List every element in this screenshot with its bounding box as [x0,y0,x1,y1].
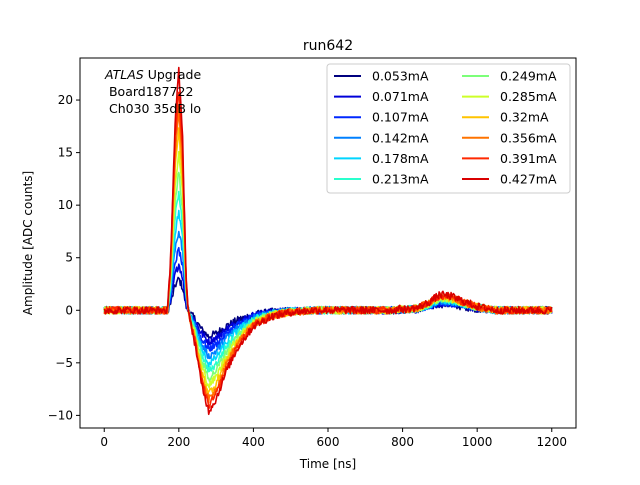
legend-entries: 0.053mA 0.071mA 0.107mA 0.142mA 0.178mA 0.213… [334,69,557,187]
legend-label: 0.356mA [500,130,557,145]
series-line-0.249mA [103,171,553,382]
annotation-italic-word: ATLAS [104,67,144,82]
legend-label: 0.071mA [372,89,429,104]
y-tick-label: −10 [48,408,73,422]
y-tick-label: 20 [58,93,73,107]
annotation-line-1: ATLAS Upgrade [104,67,201,82]
series-line-0.427mA [103,66,553,416]
legend-label: 0.142mA [372,130,429,145]
legend-label: 0.107mA [372,110,429,125]
y-tick-label: 15 [58,146,73,160]
legend-box [326,63,571,194]
x-tick-label: 400 [242,435,265,449]
legend-label: 0.32mA [500,110,549,125]
legend-label: 0.178mA [372,151,429,166]
legend-label: 0.391mA [500,151,557,166]
x-tick-label: 200 [167,435,190,449]
y-tick-label: 5 [65,251,73,265]
chart-title: run642 [303,38,353,54]
legend-label: 0.427mA [500,172,557,187]
x-tick-label: 0 [100,435,108,449]
y-tick-label: −5 [55,356,73,370]
series-layer [103,66,553,416]
y-axis-ticks: −10 −5 0 5 10 15 20 [48,93,80,422]
x-axis-label: Time [ns] [299,457,356,471]
legend-label: 0.213mA [372,172,429,187]
y-tick-label: 0 [65,303,73,317]
x-axis-ticks: 0 200 400 600 800 1000 1200 [100,428,567,449]
y-tick-label: 10 [58,198,73,212]
annotation-line-3: Ch030 35dB lo [109,101,201,116]
annotation-line-1-rest: Upgrade [144,67,202,82]
atlas-annotation: ATLAS Upgrade Board187722 Ch030 35dB lo [104,67,201,116]
legend-label: 0.285mA [500,89,557,104]
legend-label: 0.249mA [500,69,557,84]
legend-label: 0.053mA [372,69,429,84]
x-tick-label: 1000 [462,435,493,449]
y-axis-label: Amplitude [ADC counts] [21,171,35,315]
legend: 0.053mA 0.071mA 0.107mA 0.142mA 0.178mA 0.213… [326,63,571,194]
x-tick-label: 600 [317,435,340,449]
x-tick-label: 800 [391,435,414,449]
x-tick-label: 1200 [536,435,567,449]
annotation-line-2: Board187722 [105,84,193,99]
